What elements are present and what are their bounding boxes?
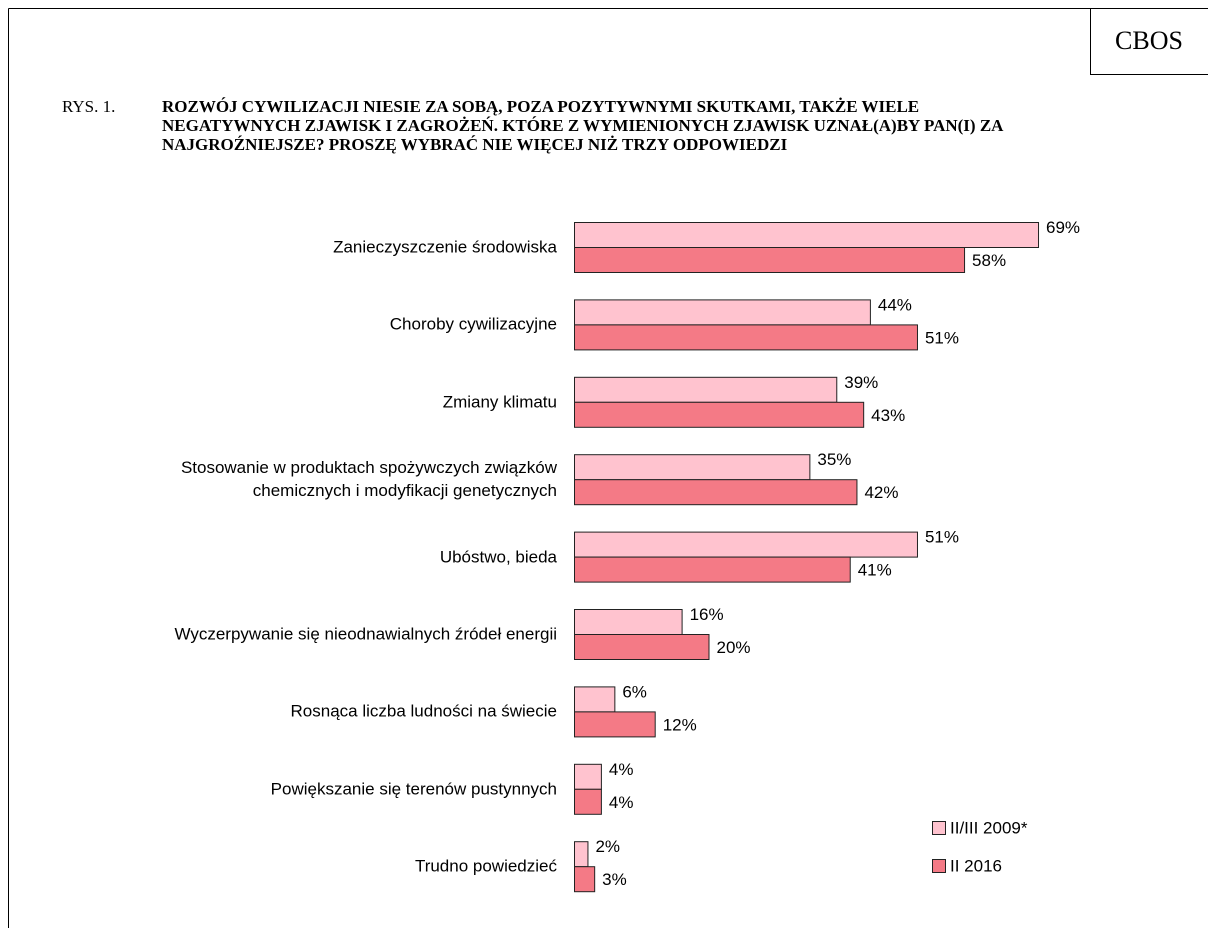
bar xyxy=(574,222,1040,248)
value-label: 51% xyxy=(925,328,959,347)
category-label: Trudno powiedzieć xyxy=(414,856,557,876)
bar xyxy=(574,401,865,428)
value-label: 2% xyxy=(595,837,620,856)
value-label: 16% xyxy=(690,605,724,624)
value-label: 12% xyxy=(663,715,697,734)
category-label: Powiększanie się terenów pustynnych xyxy=(270,779,557,799)
bar xyxy=(574,479,858,506)
value-label: 69% xyxy=(1046,218,1080,237)
legend-swatch xyxy=(932,821,946,835)
category-label: Rosnąca liczba ludności na świecie xyxy=(290,701,557,721)
value-label: 42% xyxy=(864,483,898,502)
bar xyxy=(574,531,918,558)
bar xyxy=(574,866,596,893)
bar xyxy=(574,376,838,403)
value-label: 4% xyxy=(609,760,634,779)
value-label: 41% xyxy=(858,561,892,580)
value-label: 44% xyxy=(878,295,912,314)
value-label: 20% xyxy=(717,638,751,657)
figure-label: RYS. 1. xyxy=(62,97,116,116)
legend-swatch xyxy=(932,859,946,873)
bar xyxy=(574,634,710,660)
bar xyxy=(574,556,851,583)
value-label: 4% xyxy=(609,793,634,812)
category-label: Wyczerpywanie się nieodnawialnych źródeł… xyxy=(174,624,557,644)
category-label: Ubóstwo, bieda xyxy=(439,547,557,567)
bar xyxy=(574,686,616,713)
legend-label: II/III 2009* xyxy=(950,818,1028,837)
bar xyxy=(574,763,602,790)
value-label: 3% xyxy=(602,870,627,889)
value-label: 43% xyxy=(871,406,905,425)
value-label: 39% xyxy=(844,373,878,392)
legend-label: II 2016 xyxy=(950,856,1002,875)
brand-box xyxy=(1090,8,1208,75)
bar xyxy=(574,454,811,481)
bar xyxy=(574,324,918,351)
bar xyxy=(574,247,966,273)
bar xyxy=(574,299,871,326)
bar xyxy=(574,841,589,868)
chart-title: ROZWÓJ CYWILIZACJI NIESIE ZA SOBĄ, POZA … xyxy=(162,97,1003,154)
category-label: Stosowanie w produktach spożywczych zwią… xyxy=(180,458,557,501)
category-label: Choroby cywilizacyjne xyxy=(389,314,557,334)
bar xyxy=(574,788,602,815)
value-label: 58% xyxy=(972,251,1006,270)
value-label: 51% xyxy=(925,528,959,547)
bar xyxy=(574,609,683,635)
value-label: 6% xyxy=(622,682,647,701)
bar xyxy=(574,711,656,738)
brand: CBOS xyxy=(1115,26,1183,55)
category-label: Zanieczyszczenie środowiska xyxy=(333,237,557,257)
category-label: Zmiany klimatu xyxy=(442,392,557,412)
value-label: 35% xyxy=(817,450,851,469)
